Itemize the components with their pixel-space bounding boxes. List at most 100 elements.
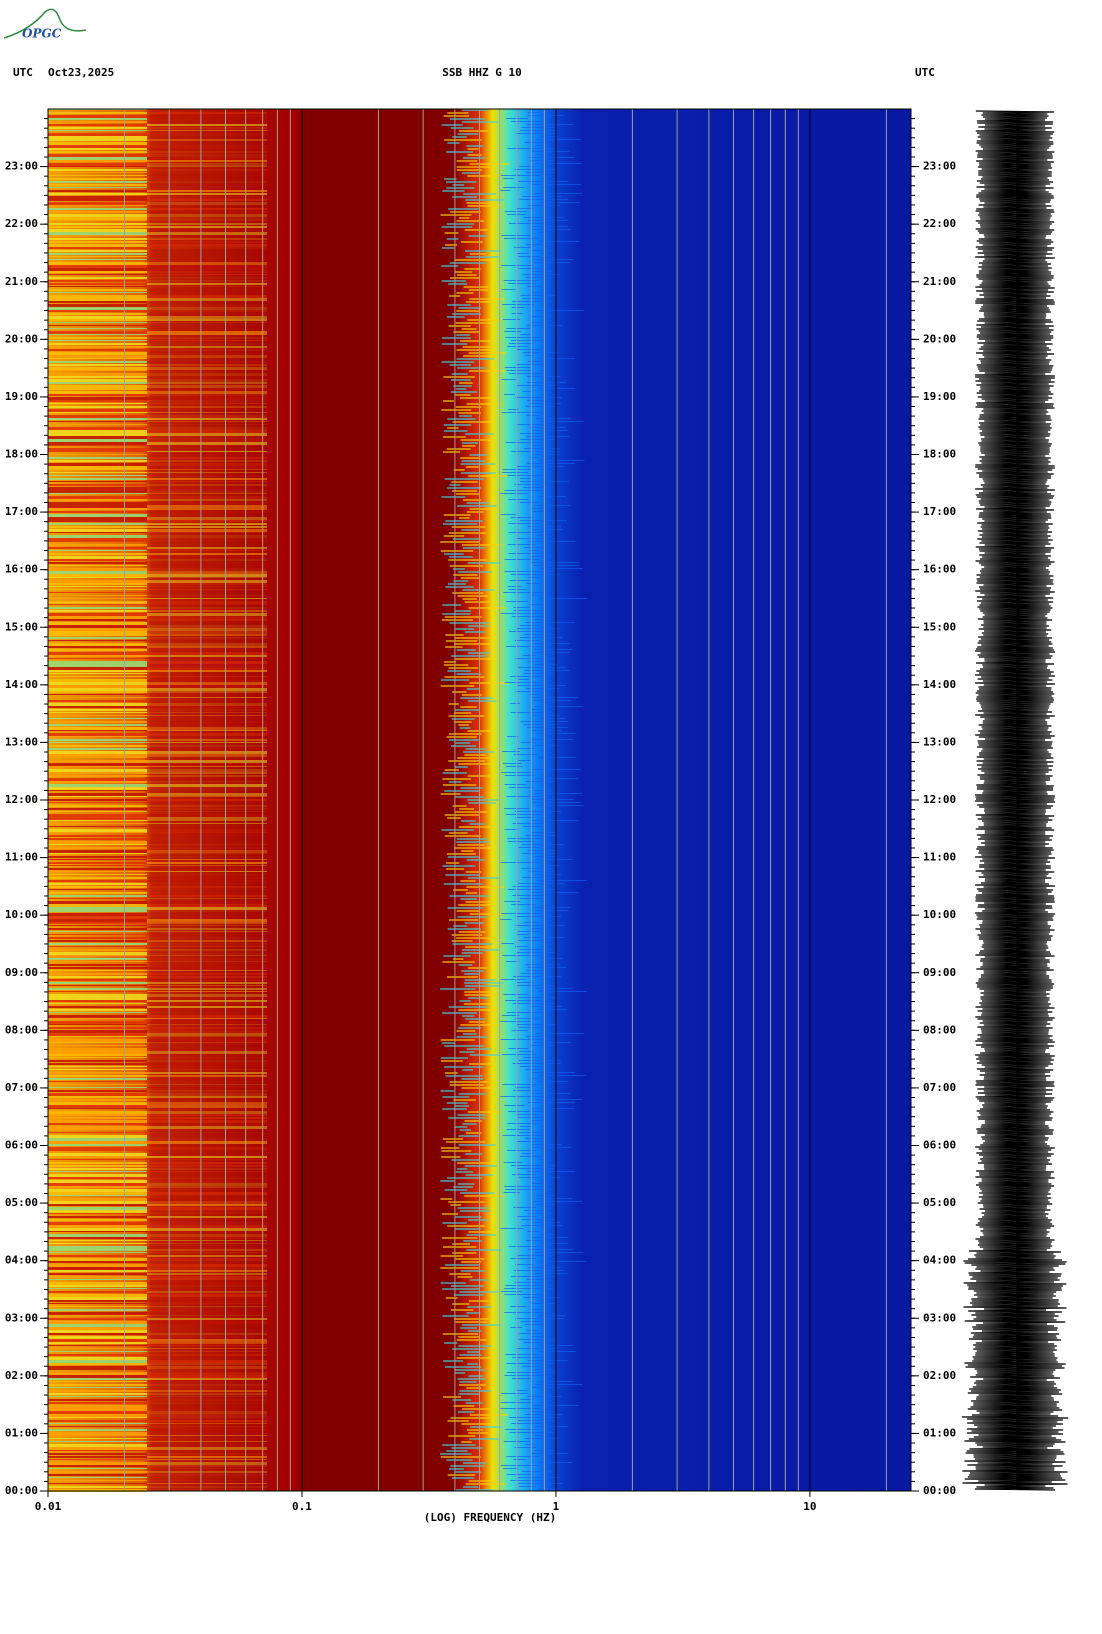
texture-stripe — [501, 1054, 537, 1055]
texture-stripe — [48, 760, 147, 763]
texture-stripe — [462, 1069, 474, 1071]
texture-stripe — [466, 886, 505, 888]
texture-stripe — [48, 1222, 147, 1225]
texture-stripe — [527, 400, 546, 401]
texture-stripe — [469, 163, 510, 165]
y-tick-label: 23:00 — [5, 160, 38, 173]
texture-stripe — [48, 148, 147, 150]
texture-stripe — [529, 403, 562, 404]
texture-stripe — [48, 673, 147, 674]
texture-stripe — [517, 931, 542, 932]
y-tick-label: 05:00 — [5, 1196, 38, 1209]
texture-stripe — [533, 856, 558, 857]
texture-stripe — [48, 1192, 147, 1195]
texture-stripe — [446, 853, 477, 855]
texture-stripe — [530, 1045, 557, 1046]
texture-stripe — [518, 256, 541, 257]
texture-stripe — [440, 1255, 463, 1257]
texture-stripe — [469, 289, 488, 291]
texture-stripe — [147, 346, 267, 348]
texture-stripe — [48, 742, 147, 743]
texture-stripe — [452, 592, 484, 594]
texture-stripe — [48, 832, 147, 833]
texture-stripe — [446, 316, 465, 318]
texture-stripe — [147, 802, 267, 803]
texture-stripe — [48, 1015, 147, 1018]
texture-stripe — [534, 1273, 568, 1274]
texture-stripe — [444, 814, 480, 816]
texture-stripe — [147, 307, 267, 310]
texture-stripe — [48, 1369, 147, 1370]
texture-stripe — [509, 580, 530, 581]
texture-stripe — [505, 337, 549, 338]
texture-stripe — [469, 1438, 500, 1440]
texture-stripe — [525, 622, 576, 623]
texture-stripe — [524, 355, 535, 356]
texture-stripe — [48, 1024, 147, 1025]
texture-stripe — [442, 436, 466, 438]
texture-stripe — [452, 490, 477, 492]
texture-stripe — [462, 1123, 477, 1125]
texture-stripe — [506, 1474, 534, 1475]
texture-stripe — [526, 436, 570, 437]
texture-stripe — [147, 1240, 267, 1241]
y-tick-label: 16:00 — [5, 563, 38, 576]
texture-stripe — [48, 244, 147, 247]
texture-stripe — [48, 1426, 147, 1427]
texture-stripe — [456, 910, 480, 912]
texture-stripe — [500, 772, 535, 773]
texture-stripe — [147, 631, 267, 634]
texture-stripe — [459, 1390, 491, 1392]
texture-stripe — [48, 943, 147, 945]
texture-stripe — [500, 1393, 528, 1394]
texture-stripe — [519, 949, 553, 950]
texture-stripe — [442, 961, 475, 963]
texture-stripe — [147, 277, 267, 279]
texture-stripe — [449, 622, 489, 624]
texture-stripe — [147, 1387, 267, 1388]
texture-stripe — [147, 1393, 267, 1395]
texture-stripe — [147, 1249, 267, 1251]
texture-stripe — [48, 868, 147, 870]
texture-stripe — [48, 130, 147, 131]
texture-stripe — [534, 664, 559, 665]
texture-stripe — [48, 1120, 147, 1123]
texture-stripe — [516, 466, 564, 467]
texture-stripe — [147, 178, 267, 180]
texture-stripe — [48, 931, 147, 932]
texture-stripe — [48, 955, 147, 956]
texture-stripe — [446, 238, 459, 240]
texture-stripe — [147, 433, 267, 436]
texture-stripe — [523, 826, 552, 827]
texture-stripe — [533, 565, 580, 566]
texture-stripe — [461, 949, 499, 951]
texture-stripe — [147, 319, 267, 321]
texture-stripe — [48, 286, 147, 287]
texture-stripe — [532, 259, 573, 260]
texture-stripe — [48, 841, 147, 844]
texture-stripe — [468, 1432, 488, 1434]
texture-stripe — [48, 1177, 147, 1179]
texture-stripe — [452, 1348, 486, 1350]
texture-stripe — [48, 1186, 147, 1188]
texture-stripe — [524, 1210, 549, 1211]
texture-stripe — [523, 448, 560, 449]
texture-stripe — [147, 241, 267, 243]
texture-stripe — [147, 166, 267, 167]
texture-stripe — [48, 163, 147, 166]
texture-stripe — [519, 199, 568, 200]
texture-stripe — [537, 1180, 550, 1181]
texture-stripe — [147, 793, 267, 796]
texture-stripe — [513, 754, 538, 755]
texture-stripe — [459, 1291, 498, 1293]
texture-stripe — [521, 844, 564, 845]
texture-stripe — [147, 373, 267, 376]
texture-stripe — [516, 985, 553, 986]
texture-stripe — [48, 712, 147, 713]
texture-stripe — [454, 643, 490, 645]
texture-stripe — [442, 778, 471, 780]
texture-stripe — [48, 1180, 147, 1183]
y-tick-label: 20:00 — [5, 332, 38, 345]
texture-stripe — [518, 1027, 549, 1028]
texture-stripe — [466, 1249, 502, 1251]
